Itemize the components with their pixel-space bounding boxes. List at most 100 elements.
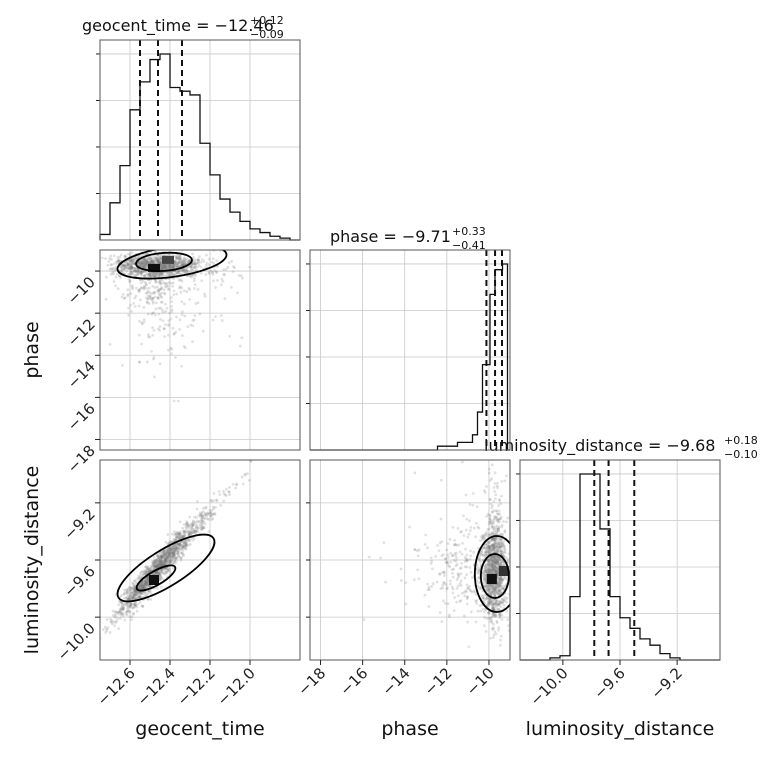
scatter-point: [142, 592, 146, 596]
scatter-point: [175, 544, 179, 547]
scatter-point: [492, 548, 496, 551]
scatter-point: [155, 565, 158, 569]
scatter-point: [177, 271, 181, 275]
scatter-point: [188, 524, 191, 528]
scatter-point: [500, 550, 504, 554]
scatter-point: [177, 278, 181, 282]
scatter-point: [137, 269, 141, 273]
scatter-point: [191, 340, 194, 343]
scatter-point: [207, 272, 211, 275]
scatter-point: [498, 643, 502, 647]
scatter-point: [158, 362, 162, 366]
panel-content: [362, 460, 510, 649]
scatter-point: [145, 260, 149, 264]
scatter-point: [501, 579, 505, 582]
scatter-point: [136, 268, 140, 272]
scatter-point: [111, 272, 115, 276]
scatter-point: [168, 266, 172, 270]
scatter-point: [157, 572, 160, 575]
scatter-point: [138, 254, 142, 258]
scatter-point: [471, 576, 474, 579]
scatter-point: [489, 533, 493, 537]
scatter-point: [132, 606, 136, 610]
scatter-point: [495, 560, 499, 564]
scatter-point: [466, 586, 470, 590]
scatter-point: [497, 542, 501, 546]
scatter-point: [184, 546, 188, 549]
scatter-point: [134, 597, 138, 600]
scatter-point: [171, 551, 175, 554]
scatter-point: [492, 547, 495, 551]
scatter-point: [499, 538, 503, 542]
scatter-point: [176, 263, 180, 267]
scatter-point: [490, 569, 494, 573]
scatter-point: [159, 287, 163, 291]
scatter-point: [496, 562, 500, 566]
scatter-point: [138, 595, 142, 599]
scatter-point: [449, 560, 453, 564]
scatter-point: [159, 273, 163, 277]
scatter-point: [492, 606, 496, 610]
scatter-point: [157, 570, 161, 574]
scatter-point: [136, 269, 139, 273]
scatter-point: [199, 521, 203, 525]
scatter-point: [495, 544, 499, 548]
scatter-point: [485, 589, 489, 592]
scatter-point: [453, 552, 457, 556]
scatter-point: [478, 604, 482, 608]
scatter-point: [499, 543, 503, 547]
scatter-point: [204, 513, 207, 516]
panel-hist-phase: [306, 249, 511, 451]
scatter-point: [155, 558, 159, 562]
scatter-point: [105, 627, 108, 631]
scatter-point: [489, 519, 493, 522]
scatter-point: [137, 289, 141, 293]
scatter-point: [184, 530, 188, 534]
scatter-point: [167, 263, 171, 267]
scatter-point: [177, 534, 181, 538]
scatter-point: [227, 490, 231, 494]
scatter-point: [163, 553, 167, 557]
scatter-point: [161, 559, 164, 563]
scatter-point: [210, 518, 213, 522]
scatter-point: [492, 560, 495, 564]
scatter-point: [128, 586, 131, 590]
scatter-point: [163, 285, 167, 289]
scatter-point: [165, 557, 168, 561]
scatter-point: [123, 588, 126, 592]
scatter-point: [211, 512, 215, 516]
scatter-point: [222, 489, 225, 493]
scatter-point: [498, 563, 501, 566]
scatter-point: [492, 622, 495, 626]
scatter-point: [503, 529, 507, 533]
scatter-point: [187, 286, 191, 290]
scatter-point: [142, 269, 146, 273]
scatter-point: [145, 260, 149, 264]
scatter-point: [131, 596, 135, 600]
scatter-point: [227, 261, 231, 264]
scatter-point: [175, 542, 179, 546]
scatter-point: [116, 611, 120, 614]
scatter-point: [150, 258, 154, 262]
scatter-point: [155, 260, 159, 264]
scatter-point: [482, 546, 485, 550]
scatter-point: [182, 530, 186, 533]
scatter-point: [165, 267, 168, 270]
scatter-point: [494, 541, 498, 545]
scatter-point: [408, 525, 411, 529]
scatter-point: [488, 569, 492, 573]
xtick-label-geocent_time-1: −12.4: [134, 664, 179, 709]
scatter-point: [500, 578, 504, 582]
scatter-point: [194, 525, 198, 529]
scatter-point: [484, 565, 488, 569]
scatter-point: [213, 269, 217, 272]
scatter-point: [160, 563, 164, 566]
scatter-point: [451, 554, 455, 557]
scatter-point: [497, 556, 501, 560]
scatter-point: [222, 492, 226, 495]
scatter-point: [492, 537, 496, 541]
scatter-point: [201, 514, 205, 518]
scatter-point: [490, 524, 494, 528]
scatter-point: [497, 541, 500, 545]
scatter-point: [453, 543, 457, 547]
